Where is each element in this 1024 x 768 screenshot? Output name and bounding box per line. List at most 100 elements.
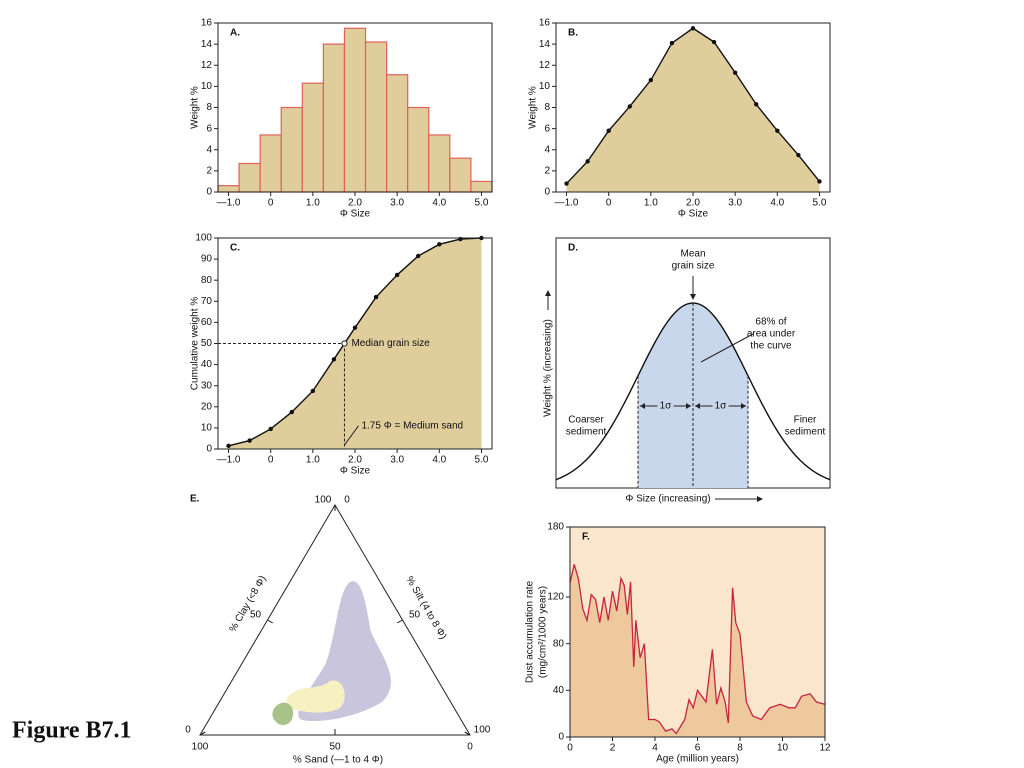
x-tick-label: 10 [777, 743, 789, 754]
x-tick-label: 2 [610, 743, 616, 754]
area-label: 68% of [755, 317, 786, 328]
y-tick-label: 2 [544, 166, 550, 177]
arrow-head [690, 294, 696, 300]
sigma-label: 1σ [715, 401, 728, 412]
y-tick-label: 0 [558, 732, 564, 743]
sigma-label: 1σ [660, 401, 673, 412]
ternary-tick-label: 100 [474, 725, 491, 736]
x-axis-label: Φ Size (increasing) [625, 494, 710, 505]
area-label: the curve [750, 341, 792, 352]
arrow-head [545, 290, 551, 296]
line [569, 564, 826, 735]
ternary-tick-label: 50 [409, 610, 421, 621]
x-axis-label: Φ Size [340, 466, 371, 477]
ternary-tick [199, 731, 206, 736]
y-axis-label: Weight % [528, 86, 539, 129]
ternary-tick [464, 731, 471, 736]
bar [470, 180, 493, 193]
point [648, 77, 654, 83]
x-tick-label: 5.0 [475, 198, 489, 209]
bar [449, 157, 472, 193]
y-tick-label: 8 [544, 102, 550, 113]
area-leader [700, 333, 754, 363]
bar [322, 43, 346, 193]
y-tick-label: 40 [553, 685, 565, 696]
y-tick-label: 8 [206, 102, 212, 113]
coarse-label: sediment [566, 427, 607, 438]
chart-title: F. [582, 532, 590, 543]
fine-label: sediment [785, 427, 826, 438]
y-axis-label: Dust accumulation rate [525, 580, 536, 683]
point [627, 104, 632, 109]
mean-label: Mean [680, 249, 705, 260]
bar [364, 41, 388, 193]
y-tick-label: 12 [539, 60, 551, 71]
ternary-tick-label: 100 [315, 495, 332, 506]
y-axis-label: Weight % (increasing) [543, 319, 554, 417]
point [564, 181, 569, 186]
x-tick-label: 2.0 [348, 455, 362, 466]
x-tick-label: 3.0 [728, 198, 742, 209]
ternary-axis-label: % Clay (<8 Φ) [228, 574, 269, 634]
y-tick-label: 60 [201, 317, 213, 328]
chart-title: D. [568, 243, 578, 254]
mean-label: grain size [672, 261, 715, 272]
y-tick-label: 2 [206, 166, 212, 177]
point [754, 102, 759, 107]
y-tick-label: 90 [201, 254, 213, 265]
x-tick-label: 4.0 [432, 455, 446, 466]
y-tick-label: 180 [547, 522, 564, 533]
x-tick-label: 6 [695, 743, 701, 754]
y-tick-label: 6 [206, 123, 212, 134]
y-tick-label: 16 [539, 18, 551, 29]
x-tick-label: 1.0 [306, 198, 320, 209]
bar [217, 185, 240, 193]
point [711, 39, 717, 45]
sigma-label-bg [657, 400, 674, 412]
x-tick-label: —1.0 [217, 198, 241, 209]
sand-field [286, 680, 345, 713]
clay-field [272, 702, 294, 726]
chart-title: A. [230, 28, 240, 39]
median-note-leader [344, 425, 359, 446]
x-tick-label: 5.0 [475, 455, 489, 466]
x-tick-label: 4.0 [770, 198, 784, 209]
point [585, 159, 590, 164]
x-tick-label: 1.0 [644, 198, 658, 209]
bar [407, 106, 430, 193]
ternary-axis-label: % Sand (—1 to 4 Φ) [293, 755, 383, 766]
point [416, 253, 421, 259]
point [394, 272, 400, 278]
y-axis-label: Cumulative weight % [190, 297, 201, 390]
y-tick-label: 10 [201, 423, 213, 434]
point [669, 40, 675, 46]
y-tick-label: 10 [539, 81, 551, 92]
bar [259, 134, 282, 193]
area-label: area under [747, 329, 796, 340]
y-tick-label: 30 [201, 380, 213, 391]
point [247, 438, 252, 443]
figure-caption: Figure B7.1 [12, 718, 132, 744]
bar [238, 162, 261, 193]
x-tick-label: 4.0 [432, 198, 446, 209]
y-tick-label: 14 [539, 39, 551, 50]
bar [386, 74, 409, 193]
chart-title: C. [230, 243, 240, 254]
point [226, 443, 231, 449]
point [796, 152, 801, 158]
y-tick-label: 14 [201, 39, 213, 50]
median-note: 1.75 Φ = Medium sand [361, 420, 463, 431]
x-tick-label: 0 [268, 198, 274, 209]
bar [280, 106, 303, 193]
y-tick-label: 6 [544, 123, 550, 134]
ternary-tick-label: 50 [250, 610, 262, 621]
y-tick-label: 4 [544, 144, 550, 155]
fine-label: Finer [794, 415, 817, 426]
y-tick-label: 50 [201, 338, 213, 349]
point [373, 294, 379, 300]
y-tick-label: 80 [553, 638, 565, 649]
x-tick-label: 4 [652, 743, 658, 754]
ternary-axis-label: % Silt (4 to 8 Φ) [403, 575, 448, 642]
y-tick-label: 10 [201, 81, 213, 92]
